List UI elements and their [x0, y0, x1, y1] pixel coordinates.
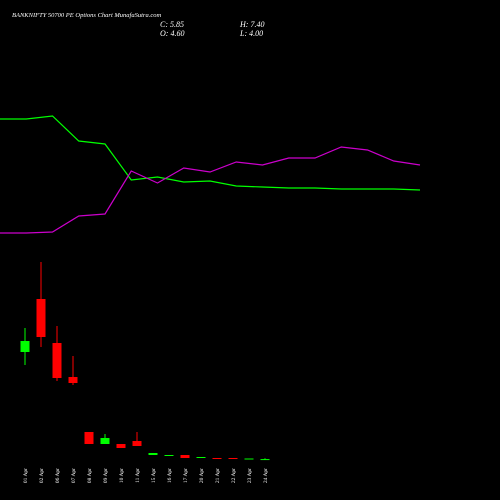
- candle-body: [116, 444, 126, 448]
- x-tick-label: 02 Apr: [39, 468, 45, 483]
- candle-body: [52, 343, 62, 378]
- line: [0, 115, 421, 191]
- candle-body: [228, 458, 238, 459]
- candle-body: [260, 459, 270, 461]
- x-tick-label: 09 Apr: [103, 468, 109, 483]
- x-tick-label: 24 Apr: [263, 468, 269, 483]
- candle-body: [148, 453, 158, 455]
- chart-title: BANKNIFTY 50700 PE Options Chart MunafaS…: [12, 12, 161, 19]
- x-tick-label: 23 Apr: [247, 468, 253, 483]
- candle-body: [180, 455, 190, 458]
- candle-body: [84, 432, 94, 444]
- x-tick-label: 07 Apr: [71, 468, 77, 483]
- info: C: 5.85: [160, 20, 184, 29]
- x-tick-label: 08 Apr: [87, 468, 93, 483]
- x-tick-label: 15 Apr: [151, 468, 157, 483]
- candle-body: [132, 441, 142, 446]
- candle-body: [36, 299, 46, 337]
- candle-body: [196, 457, 206, 458]
- x-tick-label: 16 Apr: [167, 468, 173, 483]
- x-tick-label: 10 Apr: [119, 468, 125, 483]
- x-tick-label: 06 Apr: [55, 468, 61, 483]
- candle-body: [100, 438, 110, 444]
- candle-body: [244, 458, 254, 460]
- candle-body: [164, 455, 174, 456]
- candle-body: [212, 458, 222, 459]
- candle-body: [20, 341, 30, 352]
- info: H: 7.40: [239, 20, 264, 29]
- x-tick-label: 21 Apr: [215, 468, 221, 483]
- x-tick-label: 17 Apr: [183, 468, 189, 483]
- x-tick-label: 22 Apr: [231, 468, 237, 483]
- x-tick-label: 11 Apr: [135, 468, 141, 483]
- line: [0, 146, 421, 234]
- info: O: 4.60: [160, 29, 184, 38]
- x-tick-label: 01 Apr: [23, 468, 29, 483]
- info: L: 4.00: [239, 29, 263, 38]
- x-tick-label: 20 Apr: [199, 468, 205, 483]
- candle-body: [68, 377, 78, 383]
